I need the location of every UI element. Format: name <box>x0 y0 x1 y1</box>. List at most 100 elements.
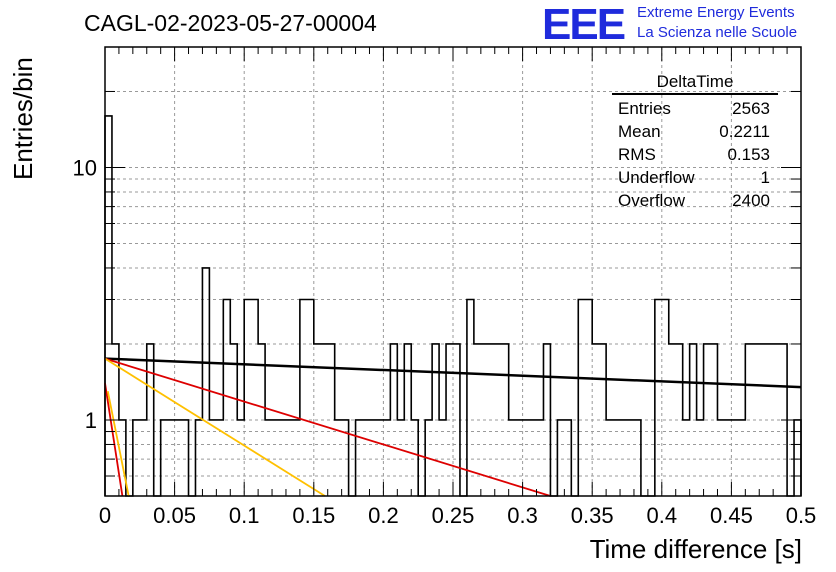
x-tick-label: 0.45 <box>710 503 753 528</box>
histogram-bin <box>627 420 634 496</box>
histogram-bin <box>432 344 439 496</box>
histogram-bin <box>662 300 669 496</box>
histogram-bin <box>467 300 474 496</box>
stats-row: Overflow 2400 <box>612 189 778 212</box>
stats-value: 1 <box>760 168 770 187</box>
histogram-bin <box>585 300 592 496</box>
histogram-bin <box>731 420 738 496</box>
histogram-bin <box>404 344 411 496</box>
histogram-bin <box>481 344 488 496</box>
stats-row: RMS 0.153 <box>612 143 778 166</box>
histogram-bin <box>307 300 314 496</box>
stats-label: Overflow <box>618 191 686 210</box>
x-axis-label: Time difference [s] <box>589 534 802 564</box>
histogram-bin <box>175 420 182 496</box>
histogram-bin <box>620 420 627 496</box>
histogram-bin <box>279 420 286 496</box>
y-tick-label: 1 <box>85 408 97 433</box>
histogram-bin <box>376 420 383 496</box>
y-axis-label: Entries/bin <box>8 57 38 180</box>
histogram-bin <box>202 268 209 496</box>
histogram-bin <box>383 420 390 496</box>
fit-curve <box>106 391 130 497</box>
stats-row: Underflow 1 <box>612 166 778 189</box>
histogram-bin <box>411 420 418 496</box>
histogram-bin <box>363 420 370 496</box>
fit-curve <box>104 357 326 497</box>
histogram-bin <box>161 420 168 496</box>
histogram-bin <box>293 420 300 496</box>
histogram-bin <box>543 344 550 496</box>
histogram-bin <box>286 420 293 496</box>
histogram-bin <box>669 344 676 496</box>
stats-label: Mean <box>618 122 661 141</box>
axes: 0 0.05 0.1 0.15 0.2 0.25 0.3 0.35 0.4 0.45 0.5 1 10 <box>73 47 817 528</box>
stats-title: DeltaTime <box>612 72 778 95</box>
histogram-bin <box>168 420 175 496</box>
x-tick-label: 0.1 <box>229 503 260 528</box>
histogram-bin <box>578 300 585 496</box>
histogram-bin <box>752 344 759 496</box>
histogram-bin <box>606 420 613 496</box>
histogram-bin <box>439 420 446 496</box>
x-tick-label: 0.5 <box>786 503 817 528</box>
stats-label: Underflow <box>618 168 695 187</box>
stats-row: Entries 2563 <box>612 97 778 120</box>
stats-label: Entries <box>618 99 671 118</box>
histogram-bin <box>397 420 404 496</box>
x-tick-label: 0.05 <box>153 503 196 528</box>
fit-curves <box>104 357 802 497</box>
histogram-bin <box>683 420 690 496</box>
histogram-bin <box>390 344 397 496</box>
histogram-bin <box>717 420 724 496</box>
histogram-bars <box>104 115 802 497</box>
x-tick-label: 0.3 <box>507 503 538 528</box>
stats-value: 2563 <box>732 99 770 118</box>
logo-line-2: La Scienza nelle Scuole <box>637 24 798 41</box>
histogram-bin <box>209 420 216 496</box>
histogram-bin <box>724 420 731 496</box>
x-tick-label: 0.25 <box>432 503 475 528</box>
stats-value: 0.2211 <box>719 122 770 141</box>
histogram-bin <box>495 344 502 496</box>
x-tick-label: 0.4 <box>647 503 678 528</box>
x-tick-label: 0.35 <box>571 503 614 528</box>
x-tick-label: 0.15 <box>292 503 335 528</box>
stats-row: Mean 0.2211 <box>612 120 778 143</box>
histogram-bin <box>745 344 752 496</box>
logo-line-1: Extreme Energy Events <box>637 4 795 21</box>
histogram-bin <box>258 344 265 496</box>
histogram-bin <box>502 344 509 496</box>
histogram-bin <box>564 420 571 496</box>
histogram-bin <box>697 420 704 496</box>
y-tick-label: 10 <box>73 155 97 180</box>
histogram-bin <box>195 420 202 496</box>
histogram-bin <box>265 420 272 496</box>
histogram-bin <box>446 344 453 496</box>
histogram-bin <box>105 116 112 496</box>
histogram-bin <box>711 344 718 496</box>
histogram-bin <box>759 344 766 496</box>
histogram-bin <box>613 420 620 496</box>
histogram-bin <box>523 420 530 496</box>
histogram-bin <box>676 344 683 496</box>
histogram-bin <box>704 344 711 496</box>
histogram-bin <box>356 420 363 496</box>
histogram-bin <box>557 420 564 496</box>
histogram-bin <box>592 344 599 496</box>
histogram-bin <box>300 300 307 496</box>
fit-curve <box>104 382 124 497</box>
stats-value: 0.153 <box>727 145 770 164</box>
histogram-bin <box>773 344 780 496</box>
histogram-bin <box>369 420 376 496</box>
x-tick-label: 0.2 <box>368 503 399 528</box>
eee-logo-mark: EEE <box>542 0 626 49</box>
histogram-bin <box>488 344 495 496</box>
histogram-bin <box>272 420 279 496</box>
histogram-bin <box>453 344 460 496</box>
histogram-bin <box>766 344 773 496</box>
histogram-outline <box>104 115 802 497</box>
histogram-bin <box>147 344 154 496</box>
chart-title: CAGL-02-2023-05-27-00004 <box>84 10 377 36</box>
